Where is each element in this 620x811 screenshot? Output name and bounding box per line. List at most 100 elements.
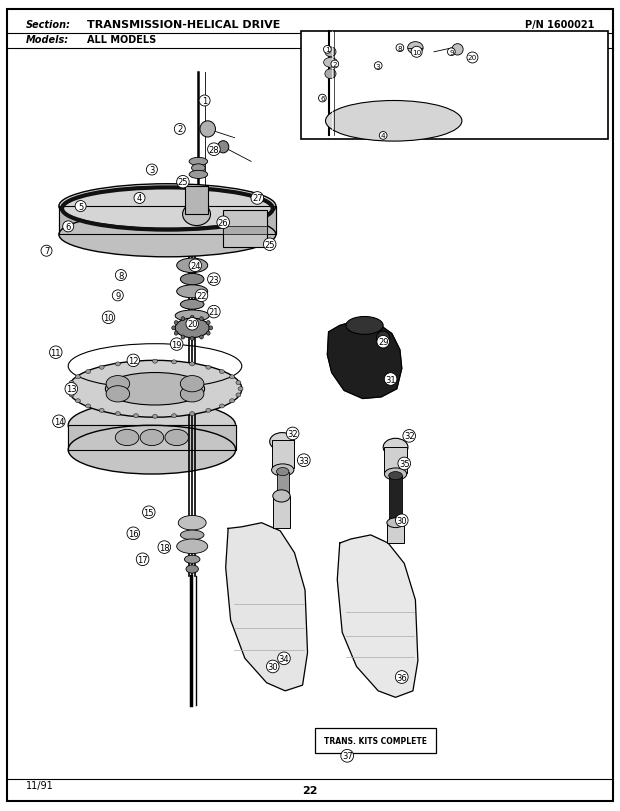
Ellipse shape: [133, 360, 138, 364]
Ellipse shape: [181, 336, 185, 340]
Ellipse shape: [325, 70, 336, 79]
Ellipse shape: [59, 185, 276, 230]
Text: TRANS. KITS COMPLETE: TRANS. KITS COMPLETE: [324, 736, 427, 745]
Ellipse shape: [153, 360, 157, 363]
Ellipse shape: [99, 409, 104, 413]
Ellipse shape: [190, 363, 195, 367]
Ellipse shape: [389, 472, 402, 480]
Text: 35: 35: [399, 459, 410, 469]
Ellipse shape: [236, 381, 241, 385]
Ellipse shape: [76, 375, 81, 380]
Ellipse shape: [389, 519, 402, 527]
Ellipse shape: [174, 321, 178, 325]
Bar: [384, 448, 407, 474]
Ellipse shape: [115, 430, 139, 446]
Ellipse shape: [106, 386, 130, 402]
Ellipse shape: [277, 468, 289, 476]
Bar: [389, 476, 402, 523]
Ellipse shape: [270, 433, 294, 451]
Ellipse shape: [181, 317, 185, 321]
Text: 9: 9: [115, 291, 120, 301]
Text: 19: 19: [172, 340, 182, 350]
Bar: [223, 227, 267, 235]
Ellipse shape: [325, 48, 336, 58]
Text: 32: 32: [404, 431, 415, 441]
Text: 12: 12: [128, 356, 138, 366]
Ellipse shape: [229, 375, 234, 380]
Ellipse shape: [185, 556, 200, 564]
Ellipse shape: [206, 321, 210, 325]
Ellipse shape: [174, 332, 178, 336]
Ellipse shape: [219, 370, 224, 374]
Text: 20: 20: [187, 320, 197, 329]
Ellipse shape: [218, 142, 229, 154]
Bar: [272, 440, 294, 469]
Text: 4: 4: [137, 194, 142, 204]
Text: P/N 1600021: P/N 1600021: [525, 20, 594, 30]
Ellipse shape: [229, 399, 234, 403]
Text: 29: 29: [378, 337, 388, 347]
Ellipse shape: [190, 412, 195, 416]
Ellipse shape: [180, 274, 204, 285]
Ellipse shape: [180, 300, 204, 310]
Text: 25: 25: [178, 178, 188, 187]
Text: 3: 3: [376, 63, 381, 70]
Bar: [315, 728, 436, 753]
Text: 8: 8: [397, 45, 402, 52]
Text: 11: 11: [51, 348, 61, 358]
Ellipse shape: [177, 259, 208, 273]
Ellipse shape: [206, 409, 211, 413]
Text: 32: 32: [287, 429, 298, 439]
Ellipse shape: [99, 366, 104, 370]
Text: 20: 20: [468, 55, 477, 62]
Text: 25: 25: [265, 240, 275, 250]
Text: 37: 37: [342, 751, 353, 761]
Text: 30: 30: [267, 662, 278, 672]
Ellipse shape: [326, 101, 462, 142]
Text: 34: 34: [278, 654, 290, 663]
Bar: [387, 523, 404, 543]
Text: 13: 13: [66, 384, 77, 394]
Ellipse shape: [376, 332, 390, 346]
Text: 21: 21: [209, 307, 219, 317]
Bar: [185, 187, 208, 215]
Text: 23: 23: [208, 275, 219, 285]
Polygon shape: [327, 320, 402, 399]
Text: 27: 27: [252, 194, 263, 204]
Ellipse shape: [189, 171, 208, 179]
Text: 1: 1: [202, 97, 207, 106]
Text: 30: 30: [396, 516, 407, 526]
Ellipse shape: [346, 317, 383, 335]
Ellipse shape: [153, 415, 157, 418]
Ellipse shape: [190, 316, 194, 320]
Text: 22: 22: [303, 785, 317, 795]
Ellipse shape: [180, 530, 204, 540]
Text: 2: 2: [177, 125, 182, 135]
Ellipse shape: [384, 469, 407, 480]
Ellipse shape: [115, 363, 120, 367]
Ellipse shape: [200, 122, 216, 138]
Ellipse shape: [165, 430, 188, 446]
Text: 5: 5: [78, 202, 83, 212]
Ellipse shape: [86, 405, 91, 409]
Ellipse shape: [452, 45, 463, 56]
Text: 26: 26: [218, 218, 229, 228]
Polygon shape: [337, 535, 418, 697]
Ellipse shape: [200, 336, 203, 340]
Text: 9: 9: [449, 49, 454, 56]
Ellipse shape: [106, 376, 130, 393]
Polygon shape: [68, 426, 236, 450]
Ellipse shape: [238, 388, 243, 392]
Ellipse shape: [59, 213, 276, 258]
Ellipse shape: [408, 43, 423, 55]
Text: 7: 7: [44, 247, 49, 256]
Text: 10: 10: [104, 313, 113, 323]
Ellipse shape: [190, 337, 194, 341]
Ellipse shape: [219, 405, 224, 409]
Ellipse shape: [387, 518, 404, 528]
Ellipse shape: [177, 285, 208, 298]
Text: 6: 6: [66, 222, 71, 232]
Text: 22: 22: [197, 291, 206, 301]
Text: 3: 3: [149, 165, 154, 175]
Ellipse shape: [175, 319, 210, 338]
